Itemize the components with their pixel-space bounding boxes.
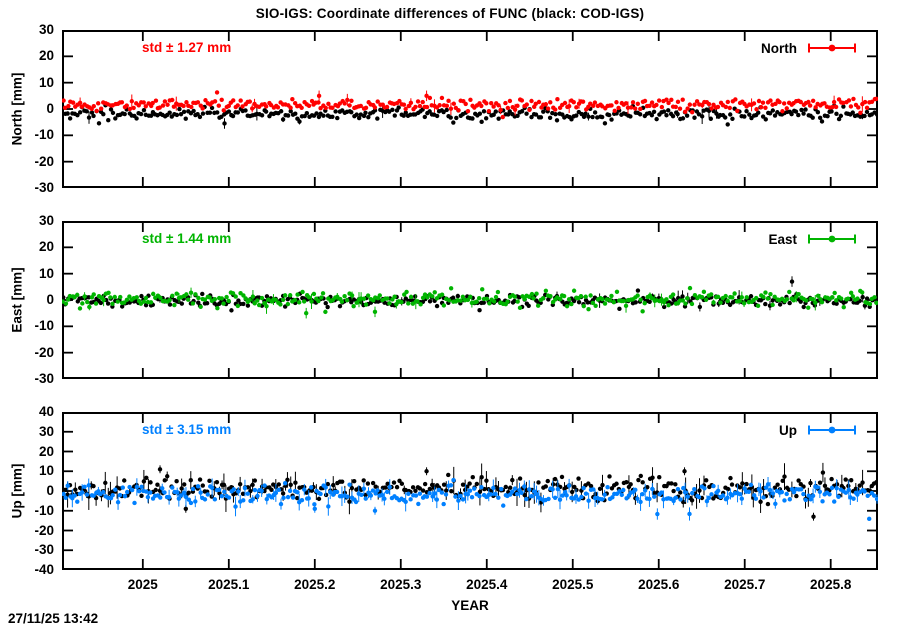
y-tick-label: 20 (38, 443, 54, 459)
legend-east: East (638, 231, 858, 247)
y-tick-label: 30 (38, 423, 54, 439)
x-tick-label: 2025.8 (810, 577, 852, 592)
std-annotation-east: std ± 1.44 mm (142, 231, 232, 246)
x-tick-label: 2025.1 (208, 577, 250, 592)
y-tick-label: 20 (38, 239, 54, 255)
y-tick-label: -20 (34, 344, 54, 360)
y-tick-label: -30 (34, 371, 54, 386)
legend-label-up: Up (779, 422, 797, 438)
y-tick-label: -40 (34, 562, 54, 577)
up-errorbar-icon (808, 425, 856, 435)
y-tick-label: -10 (34, 502, 54, 518)
y-tick-label: 0 (46, 292, 54, 307)
y-tick-label: -30 (34, 542, 54, 558)
x-tick-label: 2025 (127, 577, 158, 592)
y-tick-label: -10 (34, 127, 54, 143)
std-annotation-up: std ± 3.15 mm (142, 422, 232, 437)
east-plot-area (62, 221, 878, 379)
x-tick-label: 2025.2 (294, 577, 336, 592)
y-tick-label: -20 (34, 522, 54, 538)
x-axis-label: YEAR (451, 598, 489, 613)
x-tick-label: 2025.4 (466, 577, 508, 592)
y-tick-label: 20 (38, 48, 54, 64)
y-tick-label: 0 (46, 101, 54, 116)
x-tick-label: 2025.3 (380, 577, 422, 592)
legend-label-north: North (761, 40, 797, 56)
y-tick-label: -10 (34, 318, 54, 334)
y-tick-label: 30 (38, 22, 54, 37)
north-errorbar-icon (808, 43, 856, 53)
x-tick-label: 2025.5 (552, 577, 594, 592)
x-tick-label: 2025.7 (724, 577, 766, 592)
y-tick-label: -30 (34, 180, 54, 195)
y-tick-label: 10 (38, 463, 54, 479)
x-tick-label: 2025.6 (638, 577, 680, 592)
std-annotation-north: std ± 1.27 mm (142, 40, 232, 55)
east-errorbar-icon (808, 234, 856, 244)
legend-up: Up (638, 422, 858, 438)
legend-label-east: East (768, 231, 797, 247)
timestamp: 27/11/25 13:42 (8, 611, 99, 626)
y-tick-label: 10 (38, 74, 54, 90)
y-tick-label: -20 (34, 153, 54, 169)
chart-title: SIO-IGS: Coordinate differences of FUNC … (255, 6, 645, 21)
y-tick-label: 30 (38, 213, 54, 228)
north-plot-area (62, 30, 878, 188)
y-tick-label: 40 (38, 404, 54, 419)
y-tick-label: 10 (38, 265, 54, 281)
legend-north: North (638, 40, 858, 56)
up-plot-area (62, 412, 878, 570)
y-tick-label: 0 (46, 483, 54, 498)
